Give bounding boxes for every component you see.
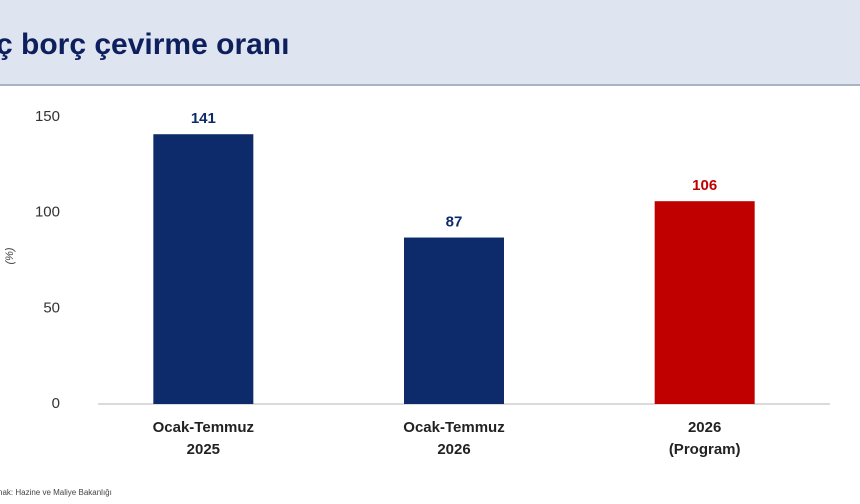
chart-title: ç borç çevirme oranı <box>0 28 289 61</box>
title-band <box>0 0 860 85</box>
x-tick-label: Ocak-Temmuz <box>153 419 254 436</box>
y-axis-label: (%) <box>4 247 16 264</box>
y-tick-label: 150 <box>35 108 60 125</box>
data-label: 106 <box>692 177 717 194</box>
x-tick-label: 2026 <box>437 441 470 458</box>
bar <box>153 134 254 404</box>
y-tick-label: 50 <box>43 299 60 316</box>
bar <box>654 201 755 404</box>
data-label: 141 <box>191 110 216 127</box>
x-tick-label: 2026 <box>688 419 721 436</box>
x-tick-label: Ocak-Temmuz <box>403 419 504 436</box>
data-label: 87 <box>446 214 463 231</box>
y-tick-label: 0 <box>52 395 60 412</box>
x-tick-label: (Program) <box>669 441 741 458</box>
bar <box>404 237 504 404</box>
source-note: nak: Hazine ve Maliye Bakanlığı <box>0 488 112 497</box>
y-tick-label: 100 <box>35 204 60 221</box>
x-tick-label: 2025 <box>187 441 220 458</box>
